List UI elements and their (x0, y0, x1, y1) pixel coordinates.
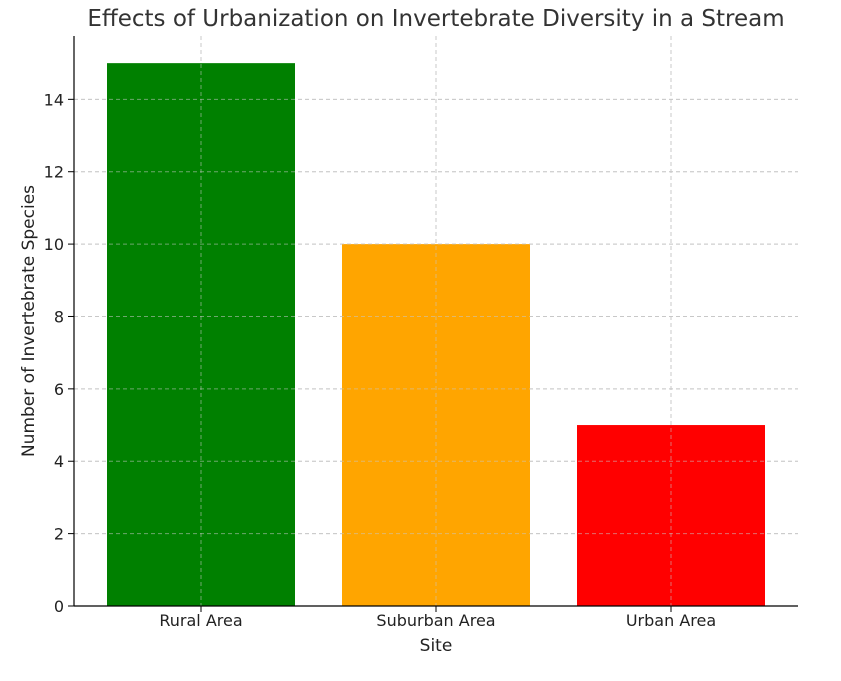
x-tick-label: Rural Area (159, 611, 242, 630)
y-tick-label: 6 (54, 380, 64, 399)
y-tick-label: 12 (44, 163, 64, 182)
grid-overlay (74, 36, 798, 606)
x-tick-label: Suburban Area (376, 611, 495, 630)
x-ticks: Rural Area Suburban Area Urban Area (159, 606, 716, 630)
x-tick-label: Urban Area (626, 611, 716, 630)
chart-title: Effects of Urbanization on Invertebrate … (87, 6, 784, 32)
y-ticks: 0 2 4 6 8 10 12 14 (44, 90, 74, 616)
y-tick-label: 4 (54, 452, 64, 471)
y-tick-label: 2 (54, 525, 64, 544)
x-axis-label: Site (420, 636, 453, 656)
y-tick-label: 8 (54, 307, 64, 326)
y-tick-label: 10 (44, 235, 64, 254)
y-tick-label: 14 (44, 90, 64, 109)
y-axis-label: Number of Invertebrate Species (19, 185, 39, 457)
y-tick-label: 0 (54, 597, 64, 616)
